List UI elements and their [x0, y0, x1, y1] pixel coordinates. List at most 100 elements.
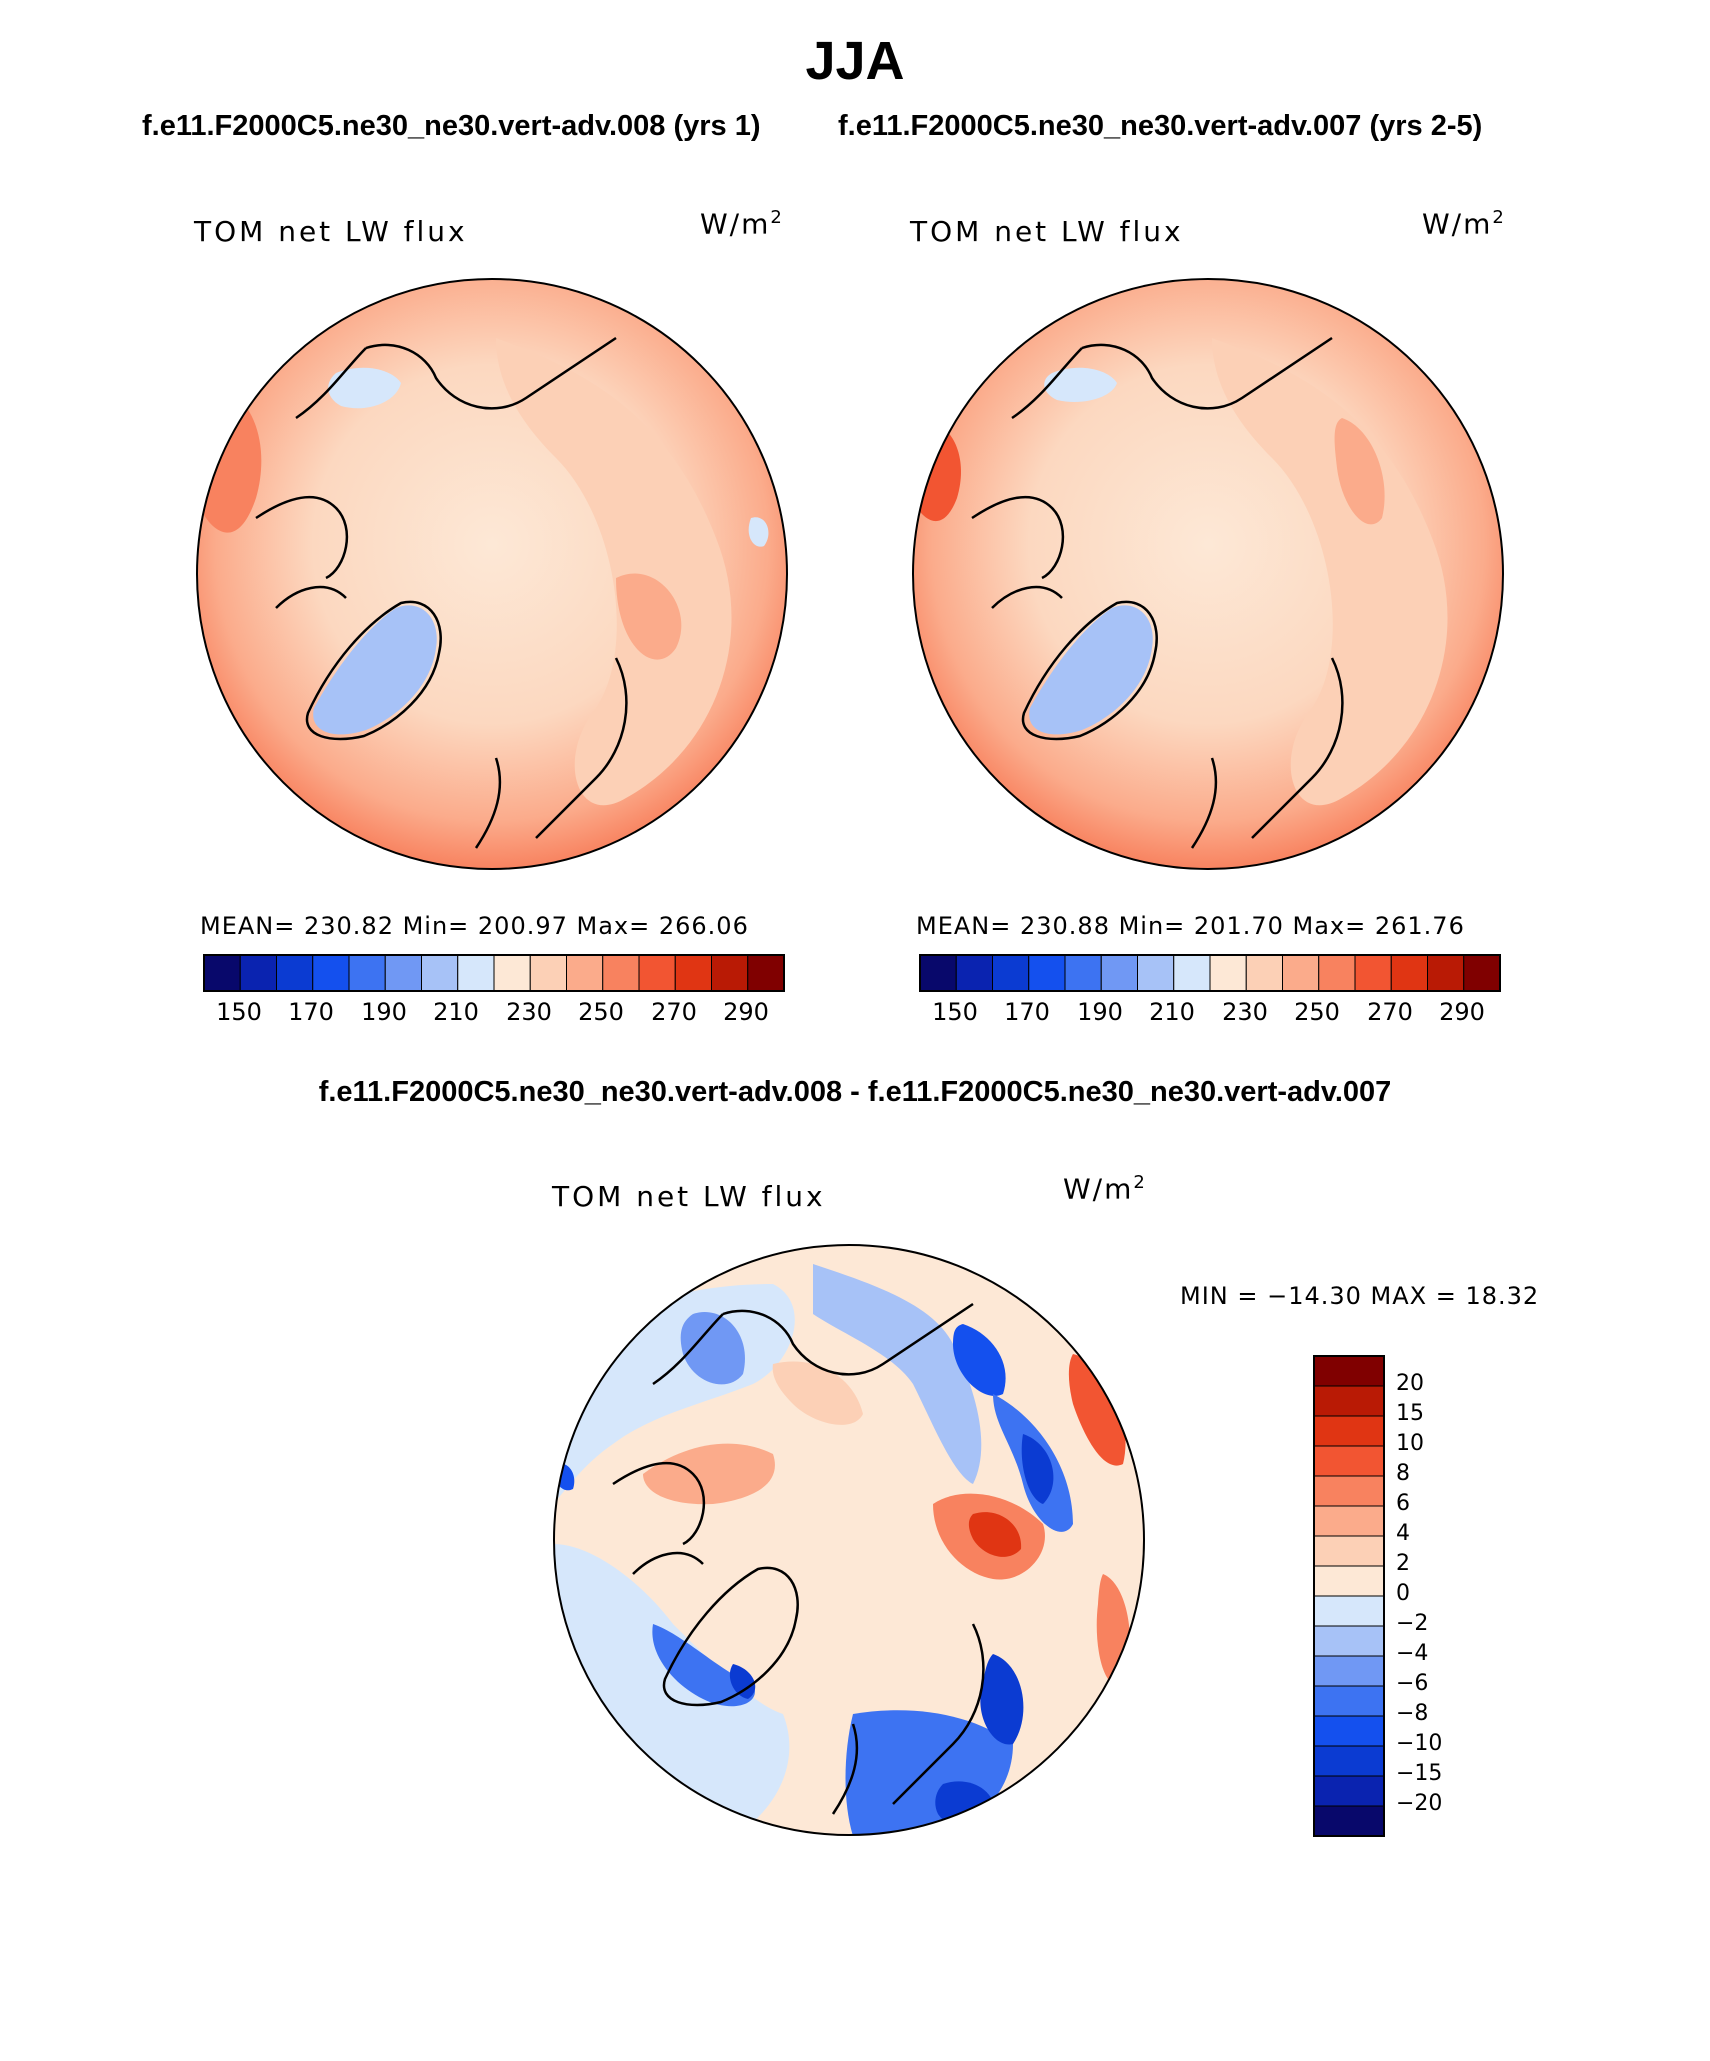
- colorbar-cell: [1313, 1415, 1385, 1447]
- polar-map-diff: [553, 1244, 1145, 1836]
- colorbar-right: [919, 954, 1501, 992]
- colorbar-cell: [203, 954, 241, 992]
- colorbar-tick: 230: [506, 998, 552, 1026]
- colorbar-cell: [1313, 1775, 1385, 1807]
- colorbar-cell: [421, 954, 459, 992]
- negative-anomaly: [980, 1654, 1024, 1745]
- panel-left-units: W/m2: [700, 207, 784, 241]
- colorbar-cell: [1313, 1355, 1385, 1387]
- colorbar-cell: [312, 954, 350, 992]
- colorbar-cell: [1137, 954, 1175, 992]
- colorbar-cell: [1313, 1715, 1385, 1747]
- warm-region: [496, 338, 732, 806]
- polar-map-left: [196, 278, 788, 870]
- positive-anomaly: [643, 1443, 775, 1505]
- colorbar-cell: [276, 954, 314, 992]
- panel-left-stats: MEAN= 230.82 Min= 200.97 Max= 266.06: [200, 912, 749, 940]
- colorbar-cell: [1313, 1505, 1385, 1537]
- colorbar-cell: [1313, 1625, 1385, 1657]
- negative-anomaly: [813, 1264, 982, 1484]
- season-title: JJA: [805, 31, 905, 91]
- colorbar-tick: 270: [1367, 998, 1413, 1026]
- colorbar-cell: [1313, 1595, 1385, 1627]
- colorbar-tick: 150: [932, 998, 978, 1026]
- panel-diff-variable: TOM net LW flux: [552, 1180, 826, 1213]
- negative-anomaly: [1021, 1434, 1054, 1504]
- coastline: [255, 336, 628, 849]
- colorbar-diff-label: 20: [1396, 1371, 1424, 1396]
- colorbar-cell: [1209, 954, 1247, 992]
- colorbar-cell: [1318, 954, 1356, 992]
- colorbar-left: [203, 954, 785, 992]
- colorbar-diff-label: −4: [1396, 1641, 1429, 1666]
- colorbar-tick: 170: [288, 998, 334, 1026]
- colorbar-cell: [239, 954, 277, 992]
- negative-anomaly: [953, 1324, 1006, 1396]
- panel-right-units: W/m2: [1422, 207, 1506, 241]
- warm-region: [1212, 338, 1448, 806]
- colorbar-diff-label: 8: [1396, 1461, 1410, 1486]
- colorbar-diff-label: 10: [1396, 1431, 1424, 1456]
- greenland-cool: [1029, 605, 1153, 735]
- cool-region: [748, 517, 769, 547]
- colorbar-tick: 170: [1004, 998, 1050, 1026]
- colorbar-cell: [1427, 954, 1465, 992]
- colorbar-cell: [1390, 954, 1428, 992]
- colorbar-cell: [384, 954, 422, 992]
- colorbar-diff-label: 4: [1396, 1521, 1410, 1546]
- colorbar-tick: 150: [216, 998, 262, 1026]
- map-border: [553, 1244, 1145, 1836]
- colorbar-diff: [1313, 1355, 1385, 1837]
- panel-diff-units: W/m2: [1063, 1172, 1147, 1206]
- colorbar-cell: [1313, 1445, 1385, 1477]
- colorbar-cell: [955, 954, 993, 992]
- polar-map-right: [912, 278, 1504, 870]
- greenland-cool: [313, 605, 437, 735]
- colorbar-tick: 290: [723, 998, 769, 1026]
- colorbar-diff-label: −10: [1396, 1731, 1443, 1756]
- colorbar-border: [203, 954, 785, 992]
- negative-anomaly: [680, 1312, 745, 1385]
- colorbar-diff-label: −6: [1396, 1671, 1429, 1696]
- colorbar-tick: 250: [1294, 998, 1340, 1026]
- colorbar-cell: [348, 954, 386, 992]
- colorbar-tick: 270: [651, 998, 697, 1026]
- colorbar-diff-label: −2: [1396, 1611, 1429, 1636]
- colorbar-cell: [1313, 1655, 1385, 1687]
- map-border: [196, 278, 788, 870]
- negative-anomaly: [729, 1664, 756, 1699]
- cool-region: [328, 367, 401, 409]
- colorbar-cell: [1313, 1475, 1385, 1507]
- positive-anomaly: [772, 1361, 863, 1425]
- greenland-coast: [305, 600, 442, 741]
- map-border: [912, 278, 1504, 870]
- colorbar-diff-label: 15: [1396, 1401, 1424, 1426]
- colorbar-diff-label: 0: [1396, 1581, 1410, 1606]
- colorbar-diff-label: −15: [1396, 1761, 1443, 1786]
- colorbar-tick: 190: [361, 998, 407, 1026]
- greenland-coast: [1021, 600, 1158, 741]
- colorbar-tick: 290: [1439, 998, 1485, 1026]
- colorbar-cell: [1313, 1385, 1385, 1417]
- colorbar-cell: [566, 954, 604, 992]
- positive-anomaly: [1068, 1354, 1126, 1466]
- colorbar-cell: [1313, 1535, 1385, 1567]
- colorbar-cell: [1282, 954, 1320, 992]
- coastline: [971, 336, 1344, 849]
- colorbar-cell: [457, 954, 495, 992]
- colorbar-tick: 190: [1077, 998, 1123, 1026]
- panel-left-variable: TOM net LW flux: [194, 215, 468, 248]
- colorbar-cell: [674, 954, 712, 992]
- colorbar-tick: 250: [578, 998, 624, 1026]
- colorbar-tick: 230: [1222, 998, 1268, 1026]
- positive-anomaly: [968, 1512, 1022, 1557]
- colorbar-cell: [1064, 954, 1102, 992]
- panel-right-variable: TOM net LW flux: [910, 215, 1184, 248]
- colorbar-diff-label: 6: [1396, 1491, 1410, 1516]
- colorbar-border: [1313, 1355, 1385, 1837]
- warm-region: [616, 573, 682, 660]
- case-title-left: f.e11.F2000C5.ne30_ne30.vert-adv.008 (yr…: [142, 110, 761, 142]
- greenland-coast: [662, 1566, 799, 1707]
- colorbar-cell: [919, 954, 957, 992]
- colorbar-border: [919, 954, 1501, 992]
